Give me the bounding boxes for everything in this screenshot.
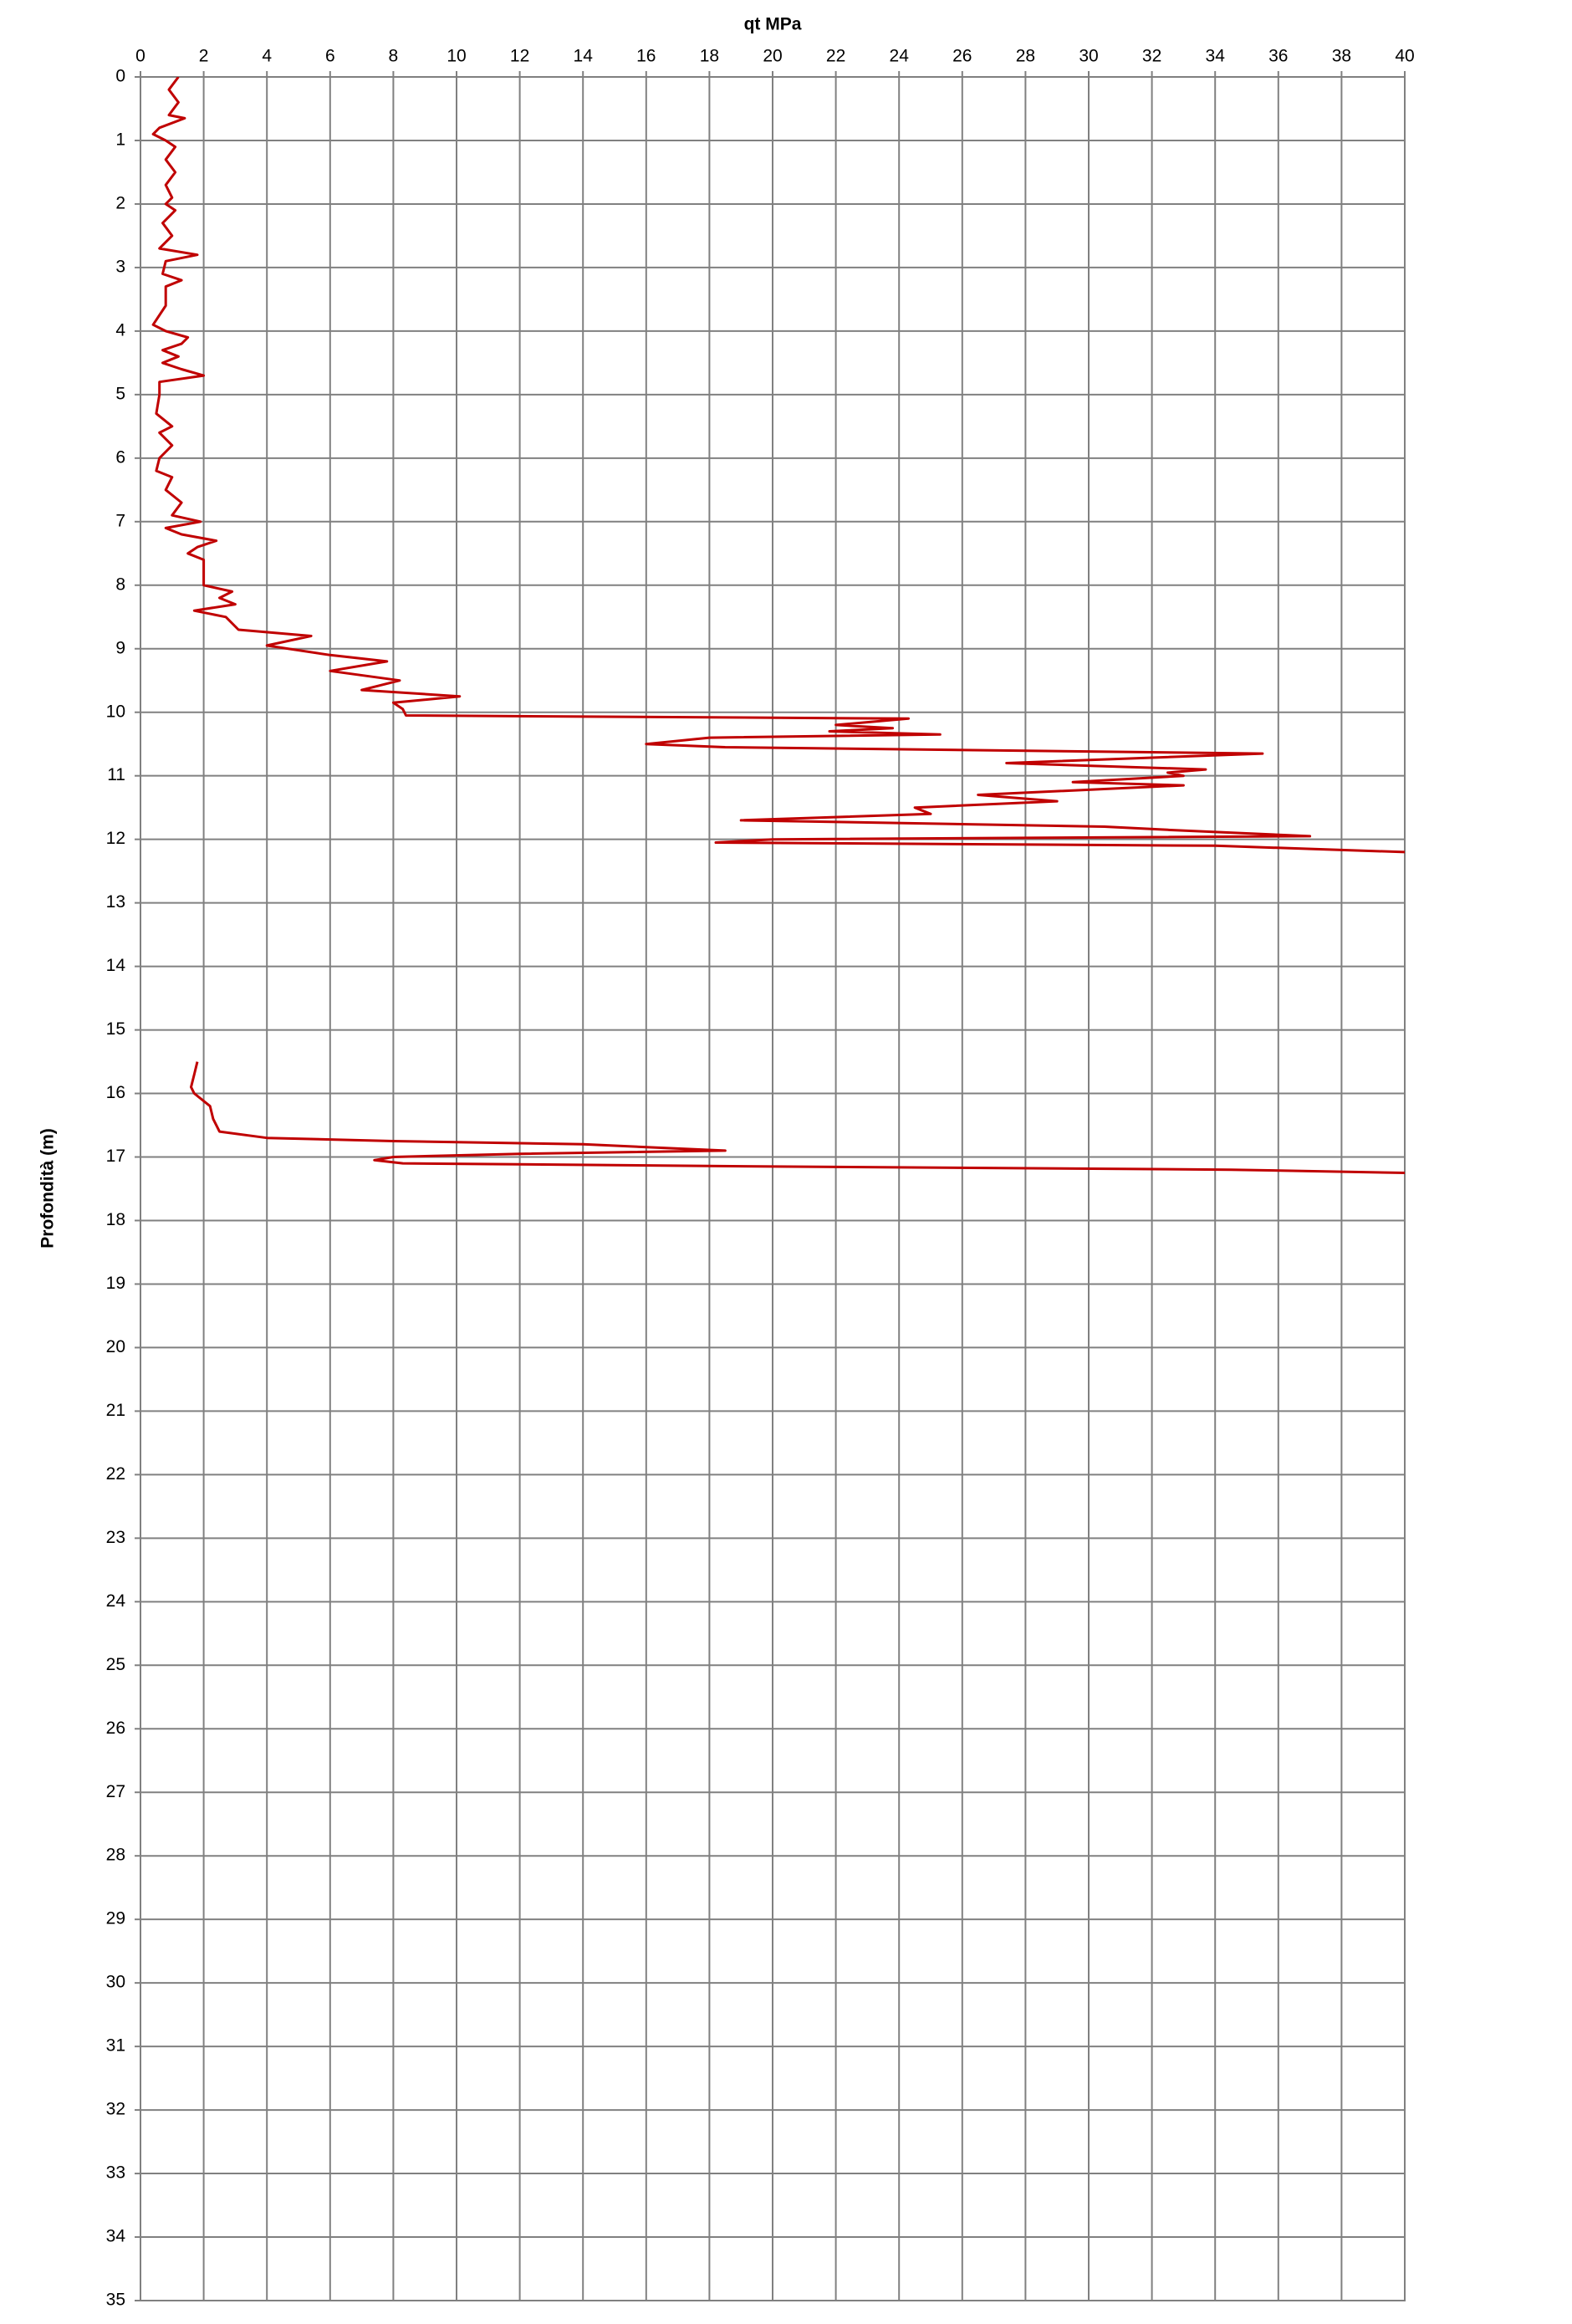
- x-tick-label: 26: [952, 47, 972, 66]
- y-tick-label: 30: [106, 1973, 125, 1992]
- y-tick-label: 5: [115, 384, 125, 403]
- y-tick-label: 15: [106, 1019, 125, 1039]
- plot-frame: [140, 76, 1406, 2301]
- y-tick-label: 17: [106, 1147, 125, 1166]
- x-tick-label: 34: [1206, 47, 1226, 66]
- x-tick-label: 6: [325, 47, 335, 66]
- x-tick-label: 4: [262, 47, 272, 66]
- y-tick-label: 34: [106, 2227, 126, 2246]
- x-tick-label: 36: [1268, 47, 1288, 66]
- x-tick-label: 8: [389, 47, 399, 66]
- x-tick-label: 40: [1395, 47, 1414, 66]
- chart-title: qt MPa: [744, 15, 802, 34]
- x-tick-label: 12: [510, 47, 529, 66]
- x-tick-label: 28: [1016, 47, 1035, 66]
- y-tick-label: 32: [106, 2100, 125, 2119]
- y-tick-label: 10: [106, 702, 125, 721]
- y-axis-label: Profondità (m): [38, 1128, 58, 1248]
- y-tick-label: 20: [106, 1337, 125, 1356]
- y-tick-label: 7: [115, 511, 125, 530]
- y-tick-label: 31: [106, 2036, 125, 2056]
- y-tick-label: 14: [106, 956, 126, 975]
- y-tick-label: 27: [106, 1782, 125, 1801]
- x-tick-label: 10: [447, 47, 466, 66]
- x-tick-label: 22: [826, 47, 845, 66]
- y-tick-label: 3: [115, 257, 125, 276]
- x-tick-label: 2: [199, 47, 209, 66]
- y-tick-label: 8: [115, 575, 125, 594]
- y-tick-label: 9: [115, 638, 125, 657]
- y-tick-label: 25: [106, 1655, 125, 1674]
- y-tick-label: 18: [106, 1210, 125, 1229]
- x-tick-label: 38: [1332, 47, 1351, 66]
- x-tick-label: 16: [636, 47, 656, 66]
- y-tick-label: 11: [107, 765, 125, 784]
- y-tick-label: 1: [115, 130, 125, 150]
- y-tick-label: 4: [115, 320, 125, 340]
- y-tick-label: 16: [106, 1083, 125, 1102]
- y-tick-label: 26: [106, 1719, 125, 1738]
- y-tick-label: 24: [106, 1591, 126, 1611]
- y-tick-label: 28: [106, 1846, 125, 1865]
- x-tick-label: 30: [1079, 47, 1098, 66]
- data-line: [151, 77, 1405, 1174]
- y-tick-label: 29: [106, 1909, 125, 1928]
- y-tick-label: 23: [106, 1528, 125, 1547]
- x-tick-label: 24: [890, 47, 910, 66]
- x-tick-label: 0: [135, 47, 145, 66]
- y-tick-label: 2: [115, 193, 125, 212]
- y-tick-label: 21: [106, 1401, 125, 1420]
- y-tick-label: 33: [106, 2163, 125, 2183]
- y-tick-label: 19: [106, 1274, 125, 1293]
- x-tick-label: 20: [763, 47, 782, 66]
- y-tick-label: 0: [115, 67, 125, 86]
- x-tick-label: 18: [700, 47, 719, 66]
- x-tick-label: 32: [1142, 47, 1161, 66]
- y-tick-label: 6: [115, 447, 125, 467]
- x-tick-label: 14: [574, 47, 594, 66]
- y-tick-label: 12: [106, 829, 125, 848]
- y-tick-label: 13: [106, 892, 125, 912]
- y-tick-label: 22: [106, 1464, 125, 1484]
- y-tick-label: 35: [106, 2291, 125, 2310]
